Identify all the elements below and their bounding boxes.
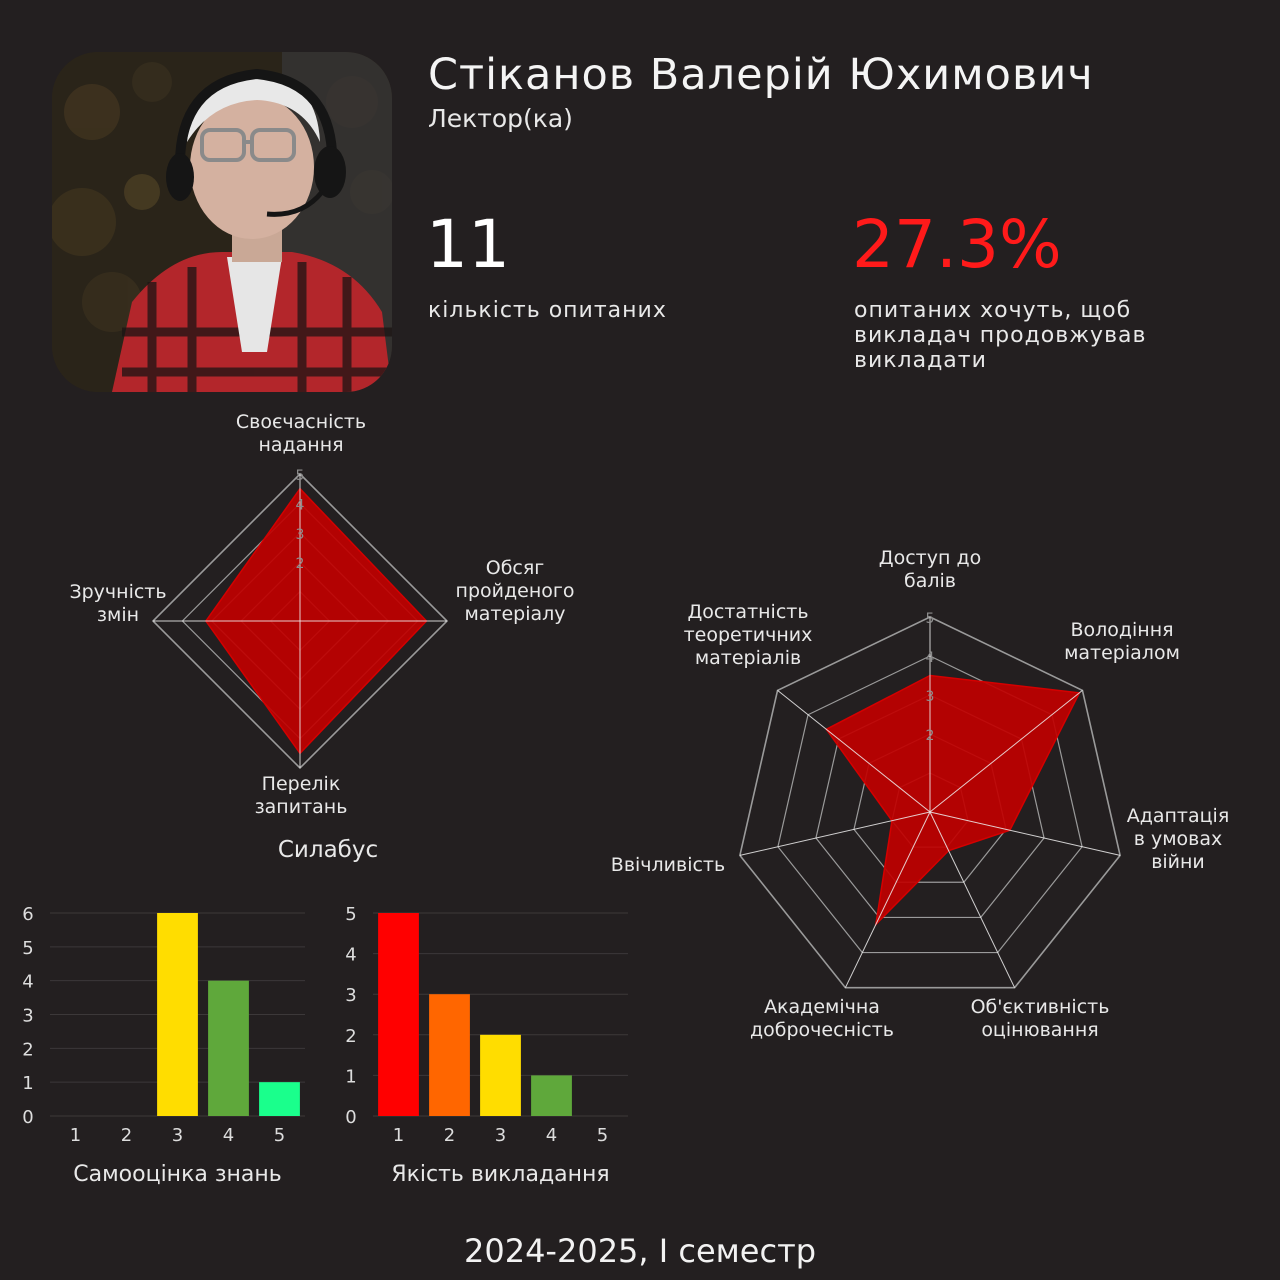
bar-chart-title: Якість викладання xyxy=(391,1162,609,1187)
radar-grid-ring xyxy=(739,616,1121,989)
radar-axis-label-line: Достатність xyxy=(687,601,808,623)
radar-axis-label-line: Зручність xyxy=(69,581,166,603)
radar-tick-label: 5 xyxy=(926,611,935,627)
bar-chart-1: 0 1 2 3 4 5 6 1 2 3 4 5 Самооцінка знань xyxy=(22,904,305,1187)
respondents-count: 11 xyxy=(426,206,510,283)
radar-axis-label-line: надання xyxy=(258,434,343,456)
radar-axis-label-line: Обсяг xyxy=(486,557,545,579)
bar-y-tick-label: 2 xyxy=(345,1026,356,1047)
radar-axis-label-line: запитань xyxy=(255,796,348,818)
bar-x-tick-label: 2 xyxy=(121,1125,132,1146)
bar-chart-title: Самооцінка знань xyxy=(73,1162,282,1187)
bar-x-tick-label: 2 xyxy=(444,1125,455,1146)
bar-y-tick-label: 1 xyxy=(22,1073,33,1094)
radar-spoke xyxy=(929,811,1016,988)
bar-x-tick-label: 5 xyxy=(597,1125,608,1146)
bar-y-tick-label: 3 xyxy=(22,1006,33,1027)
radar-tick-label: 3 xyxy=(926,689,935,705)
radar-data-area xyxy=(825,674,1081,927)
bar-x-tick-label: 5 xyxy=(274,1125,285,1146)
radar-axis-label-line: Ввічливість xyxy=(611,854,725,876)
bar-y-tick-label: 0 xyxy=(22,1107,33,1128)
radar-axis-label-line: доброчесність xyxy=(750,1019,894,1041)
radar-axis-label-line: балів xyxy=(904,570,956,592)
bar-y-tick-label: 2 xyxy=(22,1039,33,1060)
respondents-label: кількість опитаних xyxy=(428,298,667,323)
radar-spoke xyxy=(739,811,931,856)
radar-axis-label-line: Доступ до xyxy=(879,547,981,569)
bar-chart-2: 0 1 2 3 4 5 1 2 3 4 5 Якість викладання xyxy=(345,904,628,1187)
semester-footer: 2024-2025, І семестр xyxy=(463,1232,817,1270)
radar-axis-label-line: Об'єктивність xyxy=(971,996,1110,1018)
bar-x-tick-label: 3 xyxy=(172,1125,183,1146)
bar-y-tick-label: 5 xyxy=(22,938,33,959)
profile-role: Лектор(ка) xyxy=(428,104,573,133)
bar-y-tick-label: 5 xyxy=(345,904,356,925)
profile-name: Стіканов Валерій Юхимович xyxy=(428,50,1094,100)
bar-3 xyxy=(157,913,198,1116)
radar-title: Силабус xyxy=(278,837,378,863)
bar-4 xyxy=(531,1075,572,1116)
radar-tick-label: 3 xyxy=(296,527,305,543)
radar-spoke xyxy=(929,811,1121,856)
bar-y-tick-label: 0 xyxy=(345,1107,356,1128)
radar-axis-label: Ввічливість xyxy=(611,854,725,876)
bar-y-tick-label: 1 xyxy=(345,1066,356,1087)
bar-y-tick-label: 6 xyxy=(22,904,33,925)
radar-axis-label-line: Своєчасність xyxy=(236,411,366,433)
continue-percentage-label: опитаних хочуть, щоб викладач продовжува… xyxy=(854,298,1147,373)
radar-tick-label: 2 xyxy=(296,556,305,572)
bar-x-tick-label: 3 xyxy=(495,1125,506,1146)
radar-axis-label-line: в умовах xyxy=(1134,828,1223,850)
radar-axis-label-line: матеріалом xyxy=(1064,642,1180,664)
radar-axis-label-line: війни xyxy=(1151,851,1205,873)
radar-axis-label-line: Перелік xyxy=(262,773,341,795)
radar-tick-label: 4 xyxy=(926,650,935,666)
bar-3 xyxy=(480,1034,521,1116)
bar-y-tick-label: 3 xyxy=(345,985,356,1006)
radar-axis-label-line: Володіння xyxy=(1070,619,1173,641)
radar-spoke xyxy=(929,690,1083,813)
radar-tick-label: 2 xyxy=(926,728,935,744)
profile-photo xyxy=(52,52,392,392)
bar-2 xyxy=(429,994,470,1116)
continue-percentage: 27.3% xyxy=(852,206,1062,283)
radar-axis-label-line: матеріалів xyxy=(695,647,801,669)
radar-axis-label-line: змін xyxy=(97,604,139,626)
bar-y-tick-label: 4 xyxy=(345,945,356,966)
bar-4 xyxy=(208,980,249,1116)
radar-axis-label-line: теоретичних xyxy=(684,624,813,646)
bar-x-tick-label: 1 xyxy=(393,1125,404,1146)
radar-axis-label-line: Академічна xyxy=(764,996,880,1018)
bar-y-tick-label: 4 xyxy=(22,972,33,993)
bar-x-tick-label: 4 xyxy=(223,1125,234,1146)
radar-axis-label-line: оцінювання xyxy=(981,1019,1098,1041)
bar-x-tick-label: 4 xyxy=(546,1125,557,1146)
bar-1 xyxy=(378,913,419,1116)
radar-axis-label-line: Адаптація xyxy=(1127,805,1230,827)
radar-spoke xyxy=(777,690,931,813)
radar-tick-label: 4 xyxy=(296,497,305,513)
bar-x-tick-label: 1 xyxy=(70,1125,81,1146)
radar-tick-label: 5 xyxy=(296,468,305,484)
radar-axis-label-line: пройденого xyxy=(456,580,575,602)
radar-spoke xyxy=(844,811,931,988)
bar-5 xyxy=(259,1082,300,1116)
radar-axis-label-line: матеріалу xyxy=(464,603,565,625)
